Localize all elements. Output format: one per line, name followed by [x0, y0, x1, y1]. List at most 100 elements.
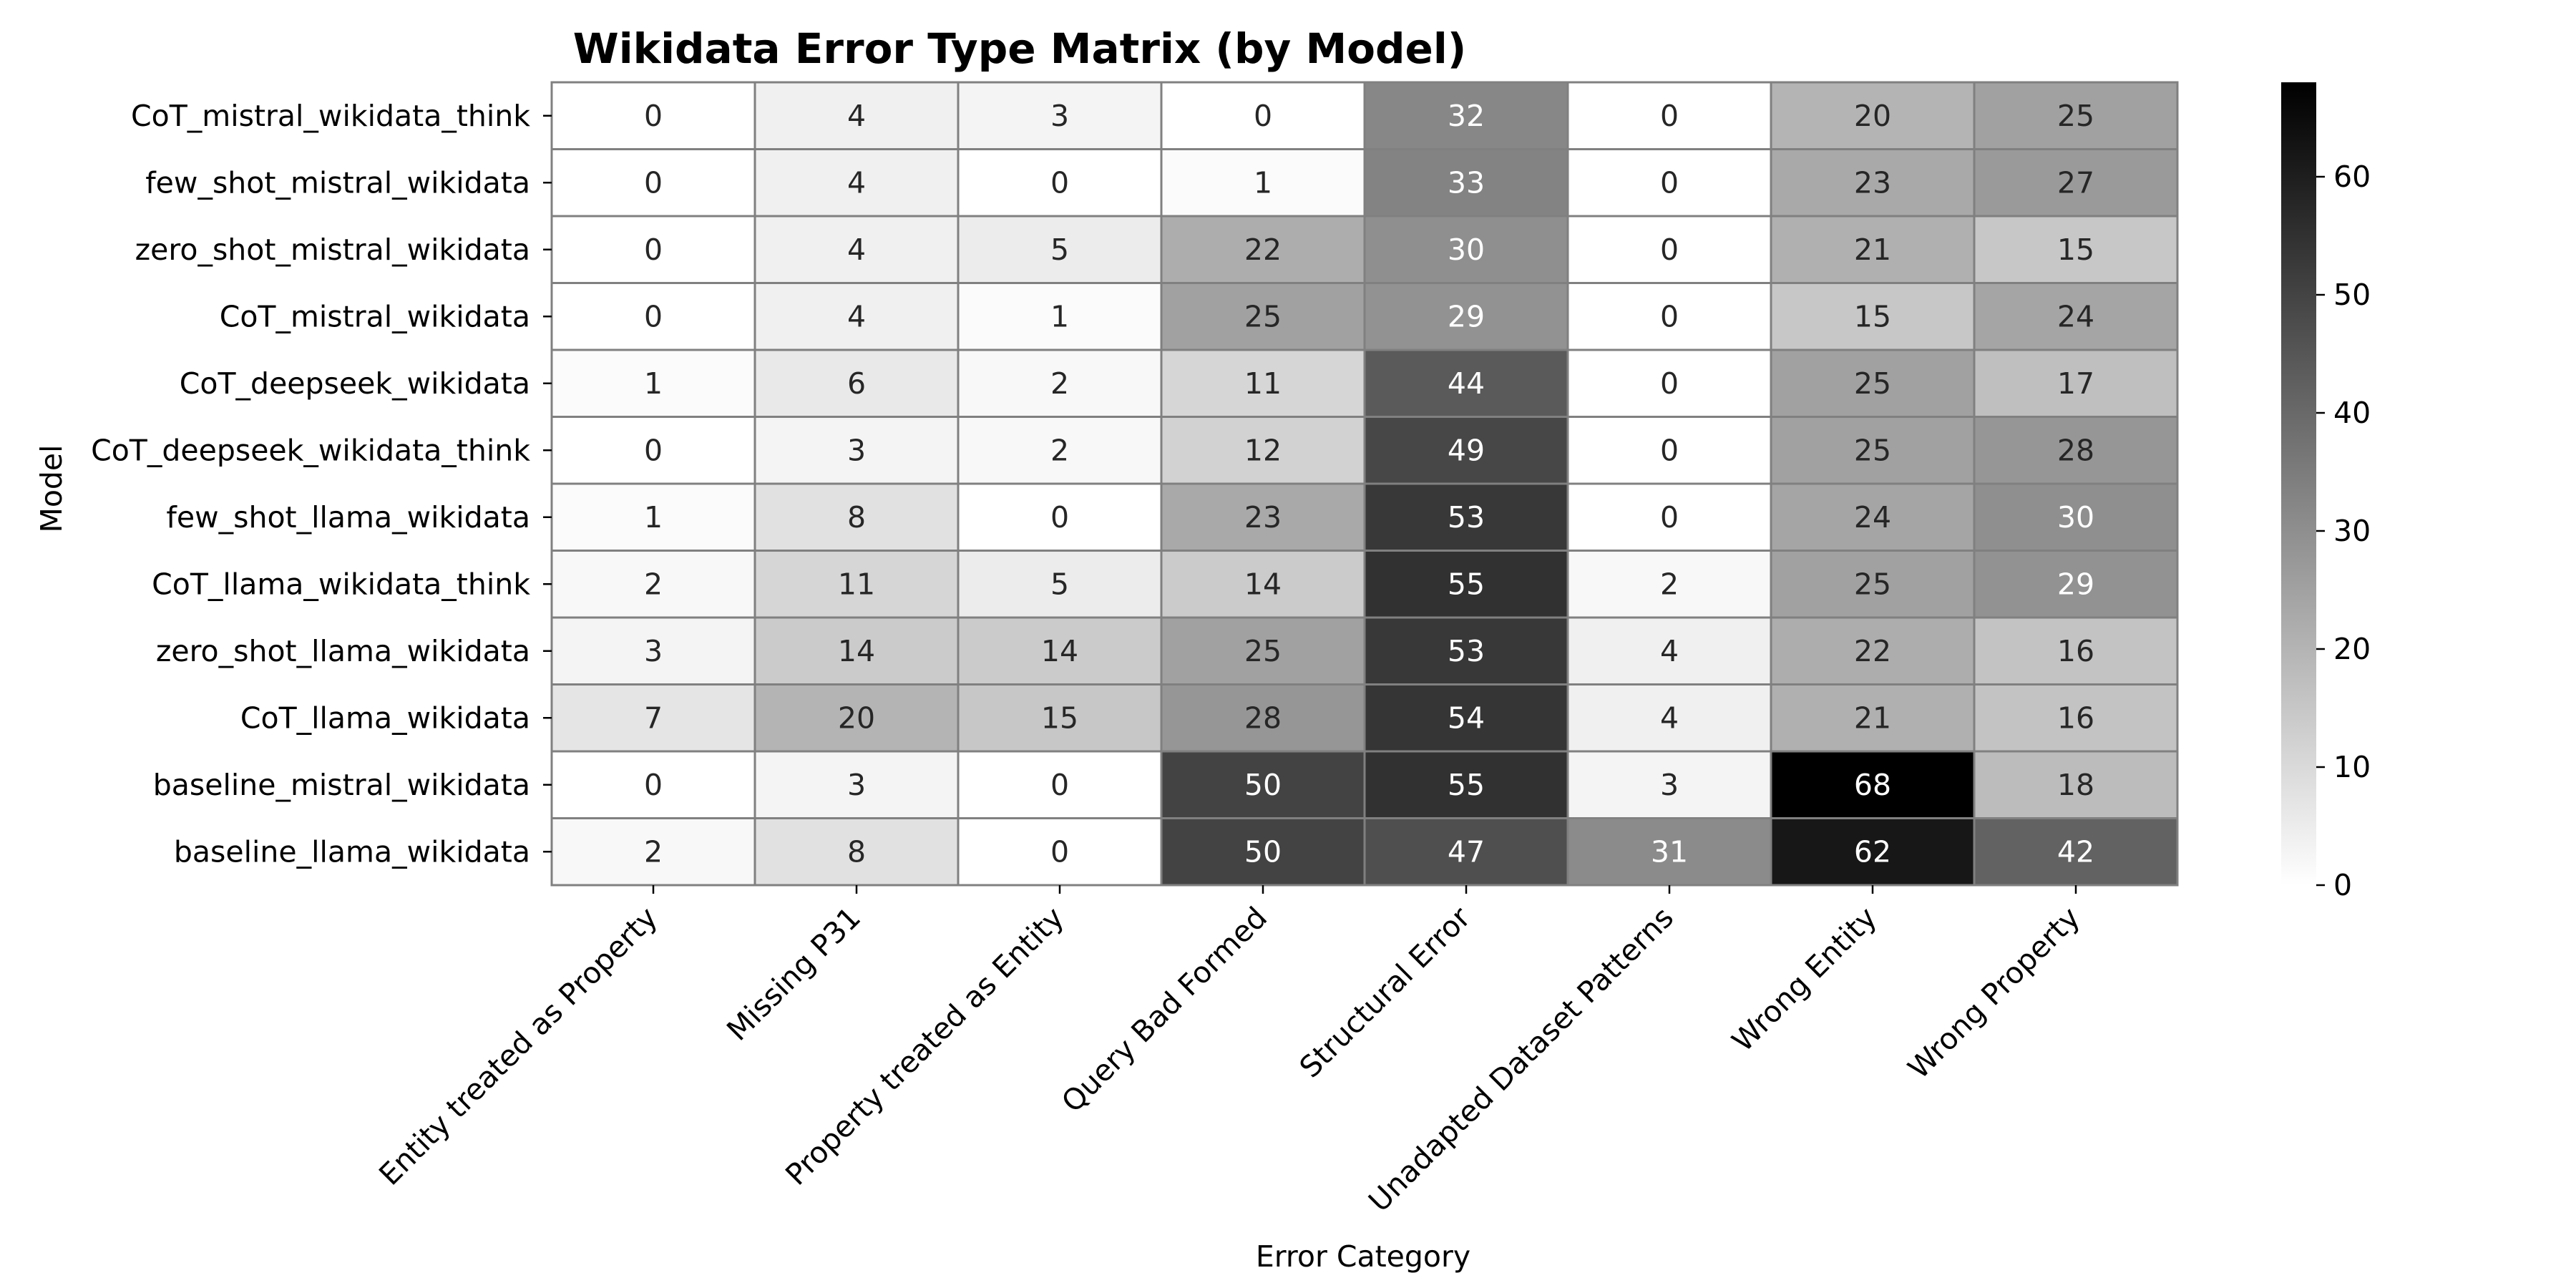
- heatmap-cell: [1770, 817, 1976, 887]
- cell-value-label: 0: [644, 99, 663, 133]
- heatmap-cell: [1973, 81, 2179, 150]
- cell-value-label: 4: [847, 165, 866, 200]
- heatmap-cell: [753, 750, 960, 819]
- cell-value-label: 4: [847, 99, 866, 133]
- cell-value-label: 11: [838, 567, 875, 601]
- y-tick-label: CoT_deepseek_wikidata_think: [91, 433, 530, 467]
- cell-value-label: 1: [644, 500, 663, 535]
- cell-value-label: 62: [1854, 834, 1891, 869]
- cell-value-label: 1: [644, 366, 663, 401]
- cell-value-label: 20: [838, 701, 875, 735]
- heatmap-cell: [1770, 348, 1976, 418]
- heatmap-cell: [1770, 683, 1976, 753]
- heatmap-cell: [1160, 348, 1366, 418]
- cell-value-label: 15: [1041, 701, 1078, 735]
- cell-value-label: 22: [1244, 233, 1282, 267]
- cell-value-label: 4: [847, 299, 866, 333]
- cell-value-label: 33: [1448, 165, 1485, 200]
- heatmap-cell: [1973, 750, 2179, 819]
- cell-value-label: 55: [1448, 768, 1485, 802]
- x-axis-label: Error Category: [1256, 1239, 1470, 1274]
- heatmap-cell: [1566, 616, 1772, 686]
- cell-value-label: 47: [1448, 834, 1485, 869]
- heatmap-cell: [957, 282, 1163, 351]
- heatmap-cell: [1973, 348, 2179, 418]
- cell-value-label: 2: [644, 834, 663, 869]
- heatmap-cell: [1363, 550, 1569, 619]
- y-tick-label: zero_shot_llama_wikidata: [156, 634, 530, 668]
- cell-value-label: 3: [847, 433, 866, 467]
- heatmap-cell: [753, 215, 960, 284]
- heatmap-cell: [753, 148, 960, 218]
- cell-value-label: 30: [2057, 500, 2094, 535]
- y-tick-label: CoT_llama_wikidata_think: [152, 567, 530, 601]
- heatmap-cell: [550, 683, 756, 753]
- heatmap-cell: [957, 550, 1163, 619]
- heatmap-cell: [1770, 750, 1976, 819]
- x-tick-label: Entity treated as Property: [372, 900, 664, 1192]
- heatmap-cells: 0 4 3 0 32 0 20 250 4 0 1 33 0 23 270 4 5 22 30 0 21 150 4 1 25 2…: [550, 81, 2179, 887]
- cell-value-label: 5: [1050, 233, 1069, 267]
- cell-value-label: 0: [1660, 299, 1679, 333]
- heatmap-cell: [1770, 482, 1976, 552]
- heatmap-cell: [1973, 416, 2179, 485]
- heatmap-cell: [550, 817, 756, 887]
- heatmap-cell: [753, 416, 960, 485]
- colorbar-gradient: [2281, 82, 2316, 885]
- x-axis-ticks: Entity treated as Property Missing P31Pro…: [372, 885, 2087, 1219]
- cell-value-label: 14: [838, 634, 875, 668]
- cell-value-label: 24: [1854, 500, 1891, 535]
- cell-value-label: 3: [644, 634, 663, 668]
- cell-value-label: 0: [1050, 165, 1069, 200]
- cell-value-label: 2: [1660, 567, 1679, 601]
- y-tick-label: CoT_deepseek_wikidata: [180, 366, 530, 401]
- cell-value-label: 8: [847, 500, 866, 535]
- colorbar-tick-label: 60: [2333, 160, 2371, 194]
- cell-value-label: 49: [1448, 433, 1485, 467]
- cell-value-label: 16: [2057, 634, 2094, 668]
- x-tick-label: Missing P31: [720, 900, 867, 1048]
- x-tick-label: Wrong Entity: [1725, 900, 1883, 1058]
- cell-value-label: 0: [644, 299, 663, 333]
- cell-value-label: 25: [1244, 299, 1282, 333]
- cell-value-label: 18: [2057, 768, 2094, 802]
- y-tick-label: CoT_mistral_wikidata: [220, 299, 530, 333]
- y-tick-label: few_shot_llama_wikidata: [166, 500, 530, 535]
- colorbar-tick-label: 20: [2333, 632, 2371, 666]
- cell-value-label: 50: [1244, 834, 1282, 869]
- cell-value-label: 14: [1244, 567, 1282, 601]
- cell-value-label: 6: [847, 366, 866, 401]
- cell-value-label: 29: [2057, 567, 2094, 601]
- cell-value-label: 25: [1854, 433, 1891, 467]
- cell-value-label: 0: [1660, 99, 1679, 133]
- cell-value-label: 68: [1854, 768, 1891, 802]
- cell-value-label: 2: [1050, 433, 1069, 467]
- colorbar-tick-label: 0: [2333, 868, 2352, 902]
- colorbar-tick-label: 30: [2333, 514, 2371, 548]
- cell-value-label: 25: [1854, 567, 1891, 601]
- cell-value-label: 7: [644, 701, 663, 735]
- colorbar: 0 10 20 30 40 50 60: [2281, 82, 2371, 902]
- heatmap-cell: [1566, 683, 1772, 753]
- cell-value-label: 2: [644, 567, 663, 601]
- cell-value-label: 0: [1254, 99, 1272, 133]
- heatmap-cell: [1160, 616, 1366, 686]
- cell-value-label: 25: [1244, 634, 1282, 668]
- y-tick-label: baseline_mistral_wikidata: [153, 768, 530, 802]
- cell-value-label: 3: [1050, 99, 1069, 133]
- heatmap-cell: [1363, 215, 1569, 284]
- cell-value-label: 25: [2057, 99, 2094, 133]
- heatmap-cell: [1566, 416, 1772, 485]
- cell-value-label: 4: [847, 233, 866, 267]
- heatmap-cell: [1770, 215, 1976, 284]
- cell-value-label: 0: [644, 768, 663, 802]
- heatmap-cell: [1973, 817, 2179, 887]
- cell-value-label: 24: [2057, 299, 2094, 333]
- heatmap-cell: [1770, 282, 1976, 351]
- heatmap-cell: [1973, 482, 2179, 552]
- cell-value-label: 54: [1448, 701, 1485, 735]
- heatmap-cell: [1363, 282, 1569, 351]
- cell-value-label: 30: [1448, 233, 1485, 267]
- heatmap-cell: [957, 482, 1163, 552]
